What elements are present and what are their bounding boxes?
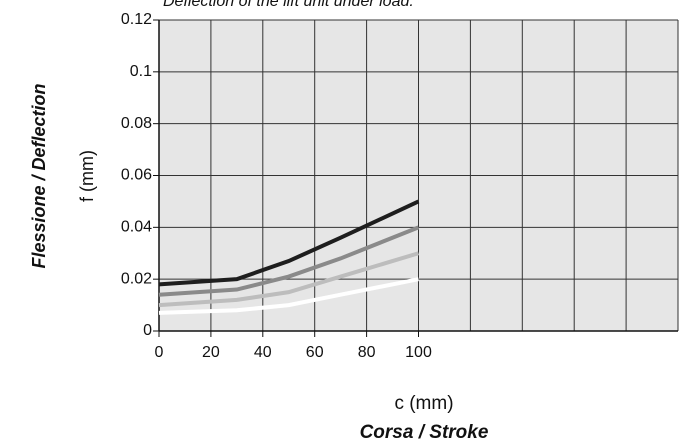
y-tick-label: 0.04	[121, 219, 152, 236]
y-tick-label: 0.12	[121, 11, 152, 28]
x-tick-label: 0	[155, 344, 164, 361]
y-axis-unit: f (mm)	[77, 150, 97, 202]
y-tick-label: 0	[143, 322, 152, 339]
series-line	[158, 225, 420, 297]
x-tick-label: 40	[254, 344, 272, 361]
x-tick-label: 20	[202, 344, 220, 361]
y-axis-label: Flessione / Deflection	[29, 83, 49, 268]
series-line	[158, 277, 419, 315]
x-tick-label: 100	[405, 344, 432, 361]
x-tick-label: 60	[306, 344, 324, 361]
series-line	[158, 251, 420, 308]
y-tick-label: 0.02	[121, 270, 152, 287]
x-axis-label: Corsa / Stroke	[360, 422, 489, 443]
chart-title: Deflection of the lift unit under load.	[163, 0, 414, 10]
y-tick-label: 0.08	[121, 115, 152, 132]
x-axis-unit: c (mm)	[394, 393, 453, 414]
series-line	[158, 199, 420, 287]
x-tick-label: 80	[358, 344, 376, 361]
y-tick-label: 0.06	[121, 167, 152, 184]
y-tick-label: 0.1	[130, 63, 152, 80]
